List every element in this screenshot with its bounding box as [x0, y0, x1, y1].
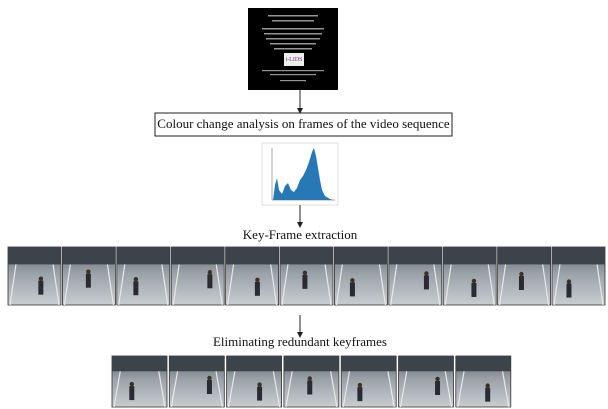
video-frame — [117, 247, 170, 305]
video-frame — [341, 356, 396, 407]
video-frame — [171, 247, 224, 305]
step-label: Key-Frame extraction — [243, 227, 358, 242]
video-frame — [389, 247, 442, 305]
video-frame — [112, 356, 167, 407]
video-frame — [498, 247, 551, 305]
svg-text:i-LIDS: i-LIDS — [286, 57, 303, 63]
video-frame — [62, 247, 115, 305]
keyframe-row — [112, 356, 511, 407]
video-frame — [443, 247, 496, 305]
video-frame — [169, 356, 224, 407]
video-panel: i-LIDS — [248, 8, 338, 90]
keyframe-row — [8, 247, 605, 305]
video-frame — [226, 247, 279, 305]
video-frame — [399, 356, 454, 407]
video-frame — [552, 247, 605, 305]
video-frame — [284, 356, 339, 407]
histogram-image — [262, 143, 338, 205]
video-frame — [8, 247, 61, 305]
video-frame — [227, 356, 282, 407]
diagram: i-LIDS Colour change analysis on frames … — [0, 0, 608, 409]
video-frame — [456, 356, 511, 407]
video-frame — [280, 247, 333, 305]
video-frame — [334, 247, 387, 305]
step-label: Eliminating redundant keyframes — [213, 334, 387, 349]
step-label: Colour change analysis on frames of the … — [157, 116, 450, 131]
